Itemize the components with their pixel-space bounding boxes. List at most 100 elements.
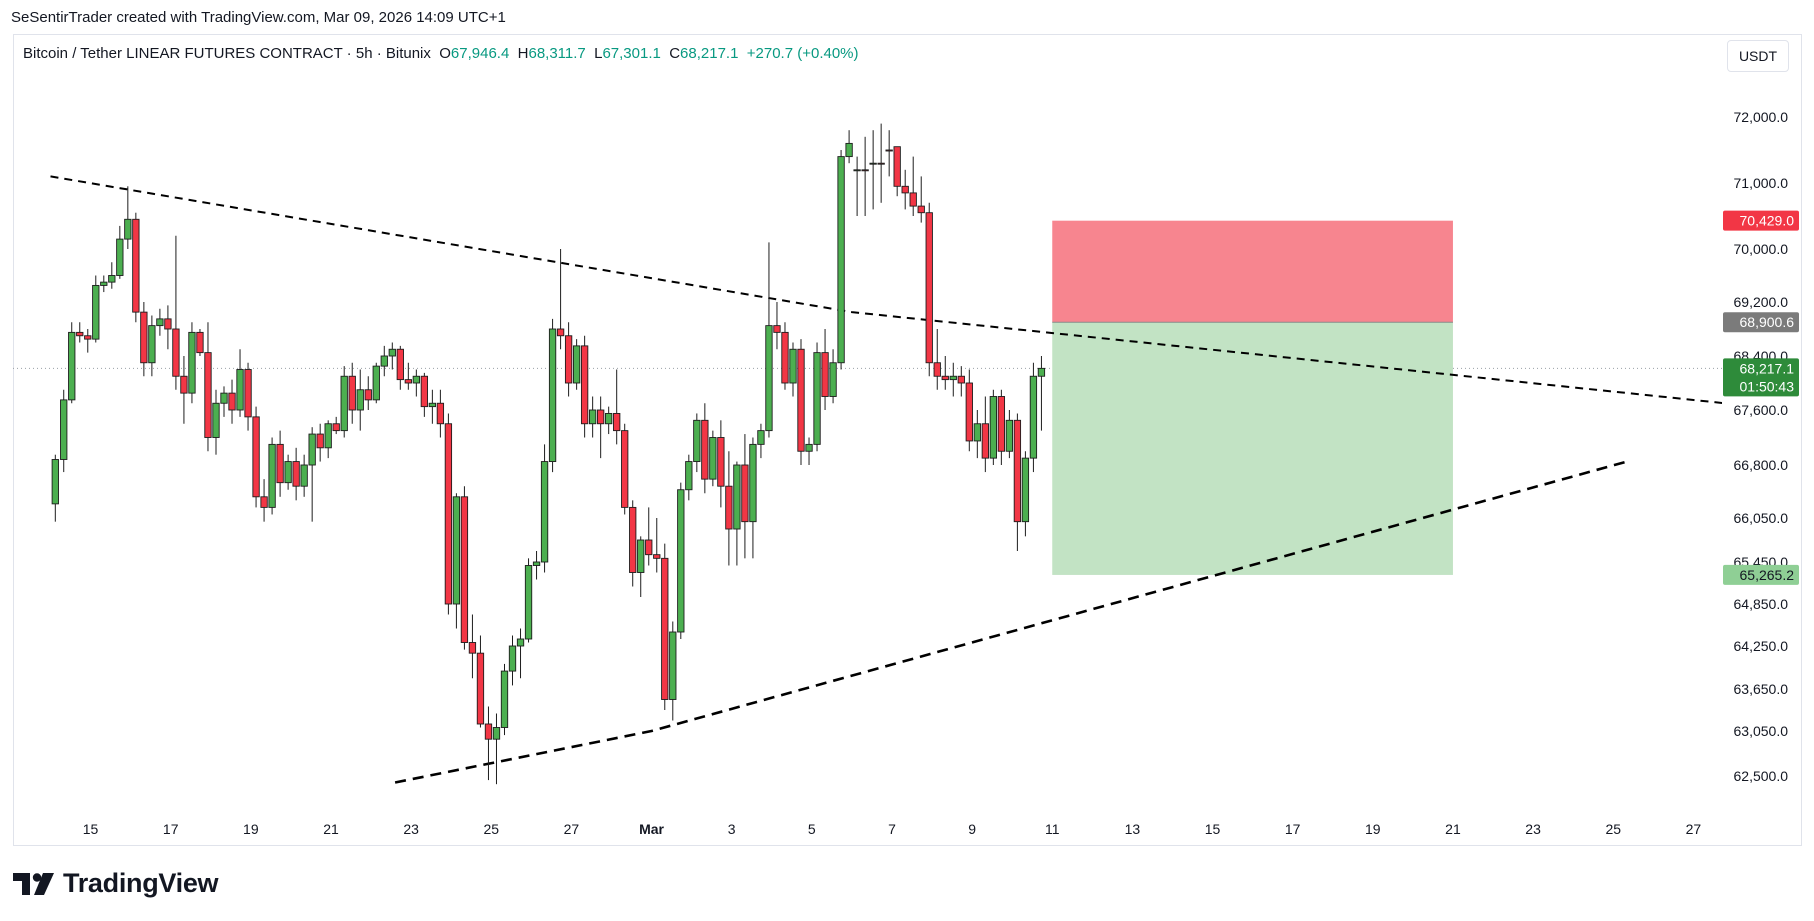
time-tick-label: 19	[243, 821, 259, 837]
candle-body-down	[364, 389, 372, 401]
candle-body-down	[925, 212, 933, 364]
candle	[148, 315, 156, 377]
candle-body-down	[917, 205, 925, 214]
candle	[1037, 356, 1046, 431]
stop-loss-price-label-bg	[1723, 210, 1799, 231]
candle-body-up	[677, 489, 685, 633]
candle-body-up	[949, 375, 957, 381]
candle	[324, 420, 332, 459]
time-axis[interactable]: 15 17 19 21 23 25 27 Mar 3 5 7 9 11 13 15 17 19 21 23 25 27	[83, 821, 1702, 837]
price-axis[interactable]: 72,000.071,000.070,000.069,200.068,400.0…	[1734, 109, 1789, 784]
candle	[829, 349, 837, 404]
time-tick-label: 27	[564, 821, 580, 837]
candle-body-up	[1029, 375, 1038, 459]
candle	[925, 202, 933, 377]
candle-body-down	[140, 311, 148, 364]
time-tick-label: 11	[1045, 821, 1060, 837]
trendlines[interactable]	[50, 175, 1726, 784]
price-tick-label: 71,000.0	[1734, 175, 1789, 191]
candle-body-down	[821, 352, 829, 397]
candle-series	[51, 123, 1046, 785]
candle	[613, 369, 621, 445]
currency-button[interactable]: USDT	[1727, 40, 1789, 72]
candle-body-down	[180, 375, 188, 394]
candle-body-up	[188, 331, 196, 394]
candle	[997, 389, 1006, 465]
candle	[364, 376, 372, 410]
candle-body-up	[268, 443, 276, 508]
candle-body-up	[324, 423, 332, 449]
candle-body-down	[717, 437, 725, 487]
candle	[564, 322, 573, 397]
candle	[428, 389, 437, 424]
candle-body-up	[452, 496, 461, 605]
candle-body-down	[597, 409, 605, 425]
candle	[292, 447, 300, 501]
candle-body-up	[428, 402, 437, 408]
candle-body-up	[765, 325, 773, 432]
candle-body-up	[733, 464, 741, 530]
time-tick-label: 19	[1365, 821, 1381, 837]
candle	[444, 413, 453, 615]
candle	[757, 423, 765, 459]
candle-body-down	[580, 345, 589, 425]
candle	[132, 212, 140, 323]
time-tick-label: 27	[1686, 821, 1702, 837]
candle-body-down	[997, 396, 1006, 452]
candle-body-up	[548, 328, 557, 463]
stop-loss-price-label-text: 70,429.0	[1740, 213, 1795, 229]
candle-body-up	[51, 459, 59, 505]
candle	[452, 493, 461, 629]
short-position-tool[interactable]	[1052, 220, 1453, 575]
candle-body-down	[196, 331, 204, 354]
candle	[885, 130, 893, 177]
candle	[853, 156, 861, 216]
candle-body-up	[388, 348, 396, 357]
candle-body-up	[749, 443, 757, 523]
candle	[60, 389, 68, 473]
candle-body-down	[781, 331, 789, 384]
open-value: 67,946.4	[450, 45, 510, 62]
candle-body-down	[84, 335, 92, 340]
candle	[725, 451, 733, 566]
candle-body-down	[773, 325, 781, 333]
candle	[372, 362, 380, 404]
candle	[789, 342, 797, 397]
candle	[492, 713, 501, 785]
candle-body-down	[893, 146, 901, 187]
time-tick-label: 13	[1125, 821, 1141, 837]
candle-body-down	[877, 162, 885, 165]
candle-body-up	[508, 645, 517, 672]
candle-body-up	[605, 412, 613, 425]
candle	[717, 420, 725, 508]
chart-credit: SeSentirTrader created with TradingView.…	[11, 9, 506, 26]
candle	[797, 339, 805, 465]
candle	[837, 150, 845, 370]
candle	[116, 225, 124, 279]
candle	[284, 454, 292, 490]
time-tick-label: 15	[1205, 821, 1221, 837]
candle-body-down	[1013, 419, 1022, 523]
candle-body-up	[757, 430, 765, 445]
candle-body-up	[837, 156, 845, 364]
candle	[893, 146, 901, 197]
candle	[508, 635, 517, 686]
candle-body-down	[613, 412, 621, 432]
candle-body-down	[941, 375, 949, 381]
candle	[965, 369, 973, 452]
candle	[693, 413, 701, 473]
candle-body-down	[460, 496, 469, 643]
candle	[773, 302, 781, 350]
candle-body-down	[276, 443, 284, 484]
candle	[404, 362, 412, 390]
candle	[172, 235, 180, 390]
candle-body-up	[212, 402, 220, 438]
price-axis-labels: 70,429.0 68,900.6 68,217.1 01:50:43 65,265.2	[1723, 210, 1799, 585]
tradingview-brand[interactable]: TradingView	[13, 868, 219, 899]
candle	[869, 130, 877, 210]
candle	[516, 628, 525, 679]
candle	[709, 430, 717, 487]
candle	[861, 136, 869, 216]
change-value: +270.7 (+0.40%)	[746, 45, 859, 62]
